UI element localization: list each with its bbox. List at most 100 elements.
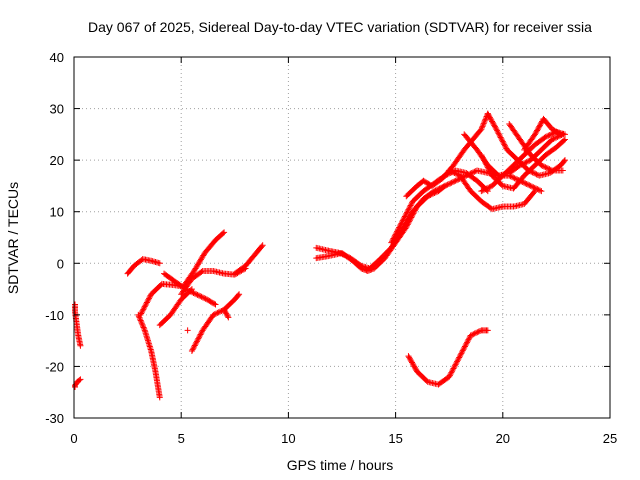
data-point (446, 167, 453, 174)
data-point (138, 318, 145, 325)
data-point (156, 394, 163, 401)
data-point (477, 327, 484, 334)
data-point (542, 164, 549, 171)
data-point (220, 230, 227, 237)
data-point (463, 172, 470, 179)
data-point (530, 170, 537, 177)
data-point (451, 362, 458, 369)
data-point (402, 212, 409, 219)
data-point (437, 184, 444, 191)
data-point (156, 260, 163, 267)
data-point (485, 184, 492, 191)
y-tick-label: 10 (50, 205, 64, 220)
data-point (486, 167, 493, 174)
data-point (191, 343, 198, 350)
data-point (191, 342, 198, 349)
data-point (487, 169, 494, 176)
data-point (446, 372, 453, 379)
data-point (481, 117, 488, 124)
data-point (406, 354, 413, 361)
data-point (366, 267, 373, 274)
data-point (463, 340, 470, 347)
data-point (431, 188, 438, 195)
data-point (360, 266, 367, 273)
data-point (495, 130, 502, 137)
data-point (404, 218, 411, 225)
data-point (481, 119, 488, 126)
data-point (550, 135, 557, 142)
data-point (485, 112, 492, 119)
data-point (407, 212, 414, 219)
data-point (195, 292, 202, 299)
data-point (194, 291, 201, 298)
data-point (480, 156, 487, 163)
data-point (224, 313, 231, 320)
data-point (358, 265, 365, 272)
data-point (480, 121, 487, 128)
data-point (406, 215, 413, 222)
data-point (235, 292, 242, 299)
data-point (479, 187, 486, 194)
data-point (405, 353, 412, 360)
data-point (449, 366, 456, 373)
data-point (466, 171, 473, 178)
data-point (137, 317, 144, 324)
data-point (471, 330, 478, 337)
data-point (187, 288, 194, 295)
data-point (399, 229, 406, 236)
data-point (402, 222, 409, 229)
data-point (140, 306, 147, 313)
data-point (491, 122, 498, 129)
data-point (141, 325, 148, 332)
x-tick-label: 15 (388, 431, 402, 446)
data-point (475, 328, 482, 335)
chart-title: Day 067 of 2025, Sidereal Day-to-day VTE… (88, 19, 592, 35)
data-point (367, 266, 374, 273)
data-point (139, 321, 146, 328)
data-point (496, 131, 503, 138)
data-point (198, 293, 205, 300)
data-point (408, 201, 415, 208)
data-point (258, 243, 265, 250)
data-point (480, 120, 487, 127)
x-tick-label: 5 (178, 431, 185, 446)
data-point (432, 187, 439, 194)
data-point (502, 144, 509, 151)
data-point (524, 158, 531, 165)
data-point (397, 221, 404, 228)
data-point (211, 311, 218, 318)
data-point (467, 170, 474, 177)
data-point (454, 171, 461, 178)
data-point (486, 184, 493, 191)
data-point (485, 165, 492, 172)
data-point (194, 336, 201, 343)
data-point (443, 182, 450, 189)
data-point (461, 343, 468, 350)
data-point (445, 180, 452, 187)
data-point (459, 348, 466, 355)
data-point (528, 168, 535, 175)
data-point (444, 181, 451, 188)
data-point (532, 170, 539, 177)
data-point (531, 131, 538, 138)
data-point (482, 186, 489, 193)
data-point (534, 126, 541, 133)
data-point (500, 139, 507, 146)
data-point (137, 311, 144, 318)
data-point (215, 309, 222, 316)
data-point (511, 175, 518, 182)
y-tick-label: 30 (50, 102, 64, 117)
data-point (542, 133, 549, 140)
data-point (138, 309, 145, 316)
data-point (479, 154, 486, 161)
data-point (139, 323, 146, 330)
data-point (561, 158, 568, 165)
data-point (479, 123, 486, 130)
data-point (157, 281, 164, 288)
data-point (527, 182, 534, 189)
data-point (454, 357, 461, 364)
data-point (423, 377, 430, 384)
data-point (482, 116, 489, 123)
x-tick-label: 0 (70, 431, 77, 446)
data-point (454, 358, 461, 365)
